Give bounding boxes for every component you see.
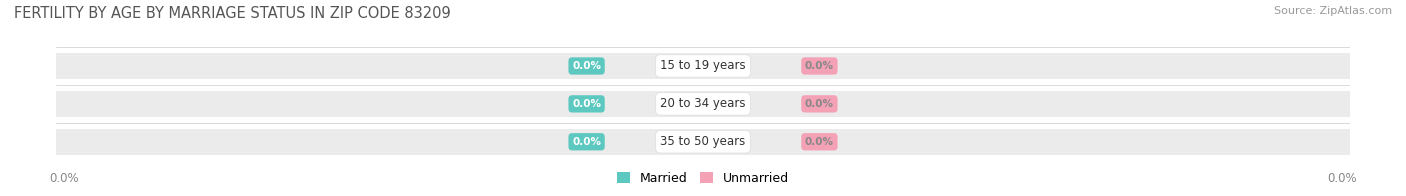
Legend: Married, Unmarried: Married, Unmarried <box>612 167 794 190</box>
Text: 0.0%: 0.0% <box>49 172 79 185</box>
Bar <box>56 53 1350 79</box>
Text: 0.0%: 0.0% <box>804 99 834 109</box>
Bar <box>56 91 1350 117</box>
Text: 0.0%: 0.0% <box>1327 172 1357 185</box>
Text: 0.0%: 0.0% <box>572 61 602 71</box>
Text: 15 to 19 years: 15 to 19 years <box>661 60 745 73</box>
Text: 0.0%: 0.0% <box>804 137 834 147</box>
Text: 0.0%: 0.0% <box>572 137 602 147</box>
Text: 0.0%: 0.0% <box>572 99 602 109</box>
Text: 20 to 34 years: 20 to 34 years <box>661 97 745 110</box>
Text: FERTILITY BY AGE BY MARRIAGE STATUS IN ZIP CODE 83209: FERTILITY BY AGE BY MARRIAGE STATUS IN Z… <box>14 6 451 21</box>
Text: Source: ZipAtlas.com: Source: ZipAtlas.com <box>1274 6 1392 16</box>
Bar <box>56 129 1350 155</box>
Text: 35 to 50 years: 35 to 50 years <box>661 135 745 148</box>
Text: 0.0%: 0.0% <box>804 61 834 71</box>
